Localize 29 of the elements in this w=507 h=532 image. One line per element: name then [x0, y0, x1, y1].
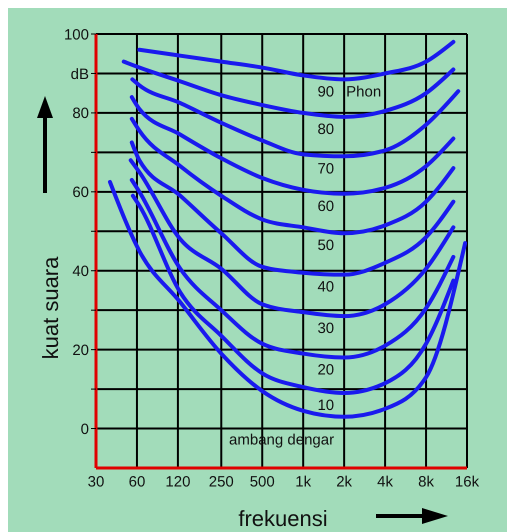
x-tick-label: 250 — [208, 474, 234, 491]
series-label: 70 — [317, 160, 334, 178]
x-tick-label: 4k — [377, 474, 394, 491]
y-tick-label: 0 — [80, 420, 89, 438]
y-tick-label: 20 — [72, 342, 89, 359]
annotation: Phon — [346, 83, 382, 100]
series-label: 60 — [317, 198, 334, 215]
x-axis-title: frekuensi — [238, 506, 328, 531]
series-label: 90 — [317, 83, 334, 100]
y-tick-label: 60 — [72, 184, 89, 202]
series-label: 40 — [317, 278, 334, 296]
x-tick-label: 500 — [250, 474, 275, 491]
x-tick-label: 60 — [128, 474, 146, 491]
series-label: 20 — [317, 362, 334, 379]
x-tick-label: 16k — [454, 474, 480, 491]
x-tick-label: 8k — [418, 474, 434, 491]
x-tick-label: 30 — [88, 474, 104, 491]
x-tick-label: 2k — [336, 474, 353, 491]
series-label: 50 — [317, 237, 334, 254]
series-label: 30 — [317, 320, 334, 338]
x-tick-label: 120 — [165, 474, 190, 491]
series-label: 80 — [317, 120, 334, 138]
x-tick-label: 1k — [295, 474, 312, 491]
series-label: 10 — [317, 397, 334, 414]
y-axis-title: kuat suara — [38, 256, 63, 360]
y-tick-label: dB — [70, 66, 89, 83]
y-tick-label: 80 — [72, 105, 89, 122]
y-tick-label: 40 — [72, 263, 89, 280]
y-tick-label: 100 — [64, 26, 89, 44]
